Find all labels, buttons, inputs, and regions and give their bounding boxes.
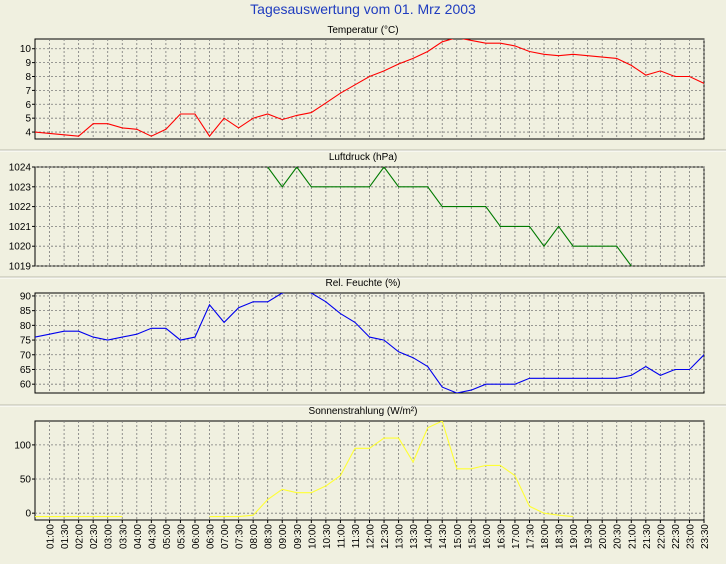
x-tick-label: 20:30 bbox=[613, 524, 624, 549]
y-tick-label: 10 bbox=[20, 44, 32, 55]
x-tick-label: 07:30 bbox=[235, 524, 246, 549]
x-tick-label: 18:00 bbox=[540, 524, 551, 549]
y-tick-label: 1023 bbox=[9, 182, 32, 193]
x-tick-label: 10:30 bbox=[322, 524, 333, 549]
x-tick-label: 09:30 bbox=[293, 524, 304, 549]
y-tick-label: 85 bbox=[20, 306, 32, 317]
x-tick-label: 23:00 bbox=[685, 524, 696, 549]
page-title: Tagesauswertung vom 01. Mrz 2003 bbox=[250, 1, 476, 17]
x-tick-label: 02:00 bbox=[75, 524, 86, 549]
x-tick-label: 13:30 bbox=[409, 524, 420, 549]
x-tick-label: 10:00 bbox=[307, 524, 318, 549]
y-tick-label: 80 bbox=[20, 321, 32, 332]
x-tick-label: 11:00 bbox=[336, 524, 347, 549]
x-tick-label: 06:30 bbox=[206, 524, 217, 549]
y-tick-label: 4 bbox=[25, 128, 31, 139]
y-tick-label: 1022 bbox=[9, 202, 32, 213]
panel-title: Luftdruck (hPa) bbox=[329, 152, 397, 163]
x-tick-label: 04:30 bbox=[147, 524, 158, 549]
y-tick-label: 50 bbox=[20, 475, 32, 486]
x-tick-label: 14:00 bbox=[424, 524, 435, 549]
x-tick-label: 08:30 bbox=[264, 524, 275, 549]
x-tick-label: 03:00 bbox=[104, 524, 115, 549]
y-tick-label: 7 bbox=[25, 86, 31, 97]
panel-title: Sonnenstrahlung (W/m²) bbox=[309, 406, 418, 417]
x-tick-label: 19:30 bbox=[584, 524, 595, 549]
y-tick-label: 0 bbox=[25, 509, 31, 520]
y-tick-label: 8 bbox=[25, 72, 31, 83]
x-tick-label: 12:30 bbox=[380, 524, 391, 549]
x-tick-label: 15:00 bbox=[453, 524, 464, 549]
x-tick-label: 22:00 bbox=[656, 524, 667, 549]
y-tick-label: 9 bbox=[25, 58, 31, 69]
x-tick-label: 11:30 bbox=[351, 524, 362, 549]
x-tick-label: 08:00 bbox=[249, 524, 260, 549]
y-tick-label: 5 bbox=[25, 114, 31, 125]
x-tick-label: 05:00 bbox=[162, 524, 173, 549]
y-tick-label: 60 bbox=[20, 380, 32, 391]
x-tick-label: 03:30 bbox=[118, 524, 129, 549]
x-tick-label: 22:30 bbox=[671, 524, 682, 549]
x-tick-label: 07:00 bbox=[220, 524, 231, 549]
x-tick-label: 18:30 bbox=[555, 524, 566, 549]
y-tick-label: 70 bbox=[20, 350, 32, 361]
x-tick-label: 02:30 bbox=[89, 524, 100, 549]
x-tick-label: 17:30 bbox=[525, 524, 536, 549]
x-tick-label: 21:00 bbox=[627, 524, 638, 549]
x-tick-label: 21:30 bbox=[642, 524, 653, 549]
y-tick-label: 1021 bbox=[9, 222, 32, 233]
y-tick-label: 100 bbox=[14, 440, 31, 451]
x-tick-label: 01:30 bbox=[60, 524, 71, 549]
x-tick-label: 13:00 bbox=[395, 524, 406, 549]
series-line bbox=[35, 293, 704, 393]
x-tick-label: 20:00 bbox=[598, 524, 609, 549]
x-tick-label: 15:30 bbox=[467, 524, 478, 549]
x-tick-label: 16:30 bbox=[496, 524, 507, 549]
series-line bbox=[35, 39, 704, 138]
x-tick-label: 09:00 bbox=[278, 524, 289, 549]
y-tick-label: 90 bbox=[20, 291, 32, 302]
x-tick-label: 04:00 bbox=[133, 524, 144, 549]
x-tick-label: 23:30 bbox=[700, 524, 711, 549]
x-tick-label: 06:00 bbox=[191, 524, 202, 549]
series-line bbox=[209, 421, 574, 518]
panel-title: Temperatur (°C) bbox=[327, 25, 398, 36]
panel-title: Rel. Feuchte (%) bbox=[325, 278, 400, 289]
x-tick-label: 12:00 bbox=[366, 524, 377, 549]
series-line bbox=[267, 167, 632, 266]
y-tick-label: 1019 bbox=[9, 262, 32, 273]
y-tick-label: 65 bbox=[20, 365, 32, 376]
x-tick-label: 16:00 bbox=[482, 524, 493, 549]
x-tick-label: 05:30 bbox=[176, 524, 187, 549]
y-tick-label: 75 bbox=[20, 336, 32, 347]
x-tick-label: 19:00 bbox=[569, 524, 580, 549]
y-tick-label: 1020 bbox=[9, 242, 32, 253]
y-tick-label: 6 bbox=[25, 100, 31, 111]
x-tick-label: 17:00 bbox=[511, 524, 522, 549]
y-tick-label: 1024 bbox=[9, 163, 32, 174]
x-tick-label: 01:00 bbox=[46, 524, 57, 549]
x-tick-label: 14:30 bbox=[438, 524, 449, 549]
